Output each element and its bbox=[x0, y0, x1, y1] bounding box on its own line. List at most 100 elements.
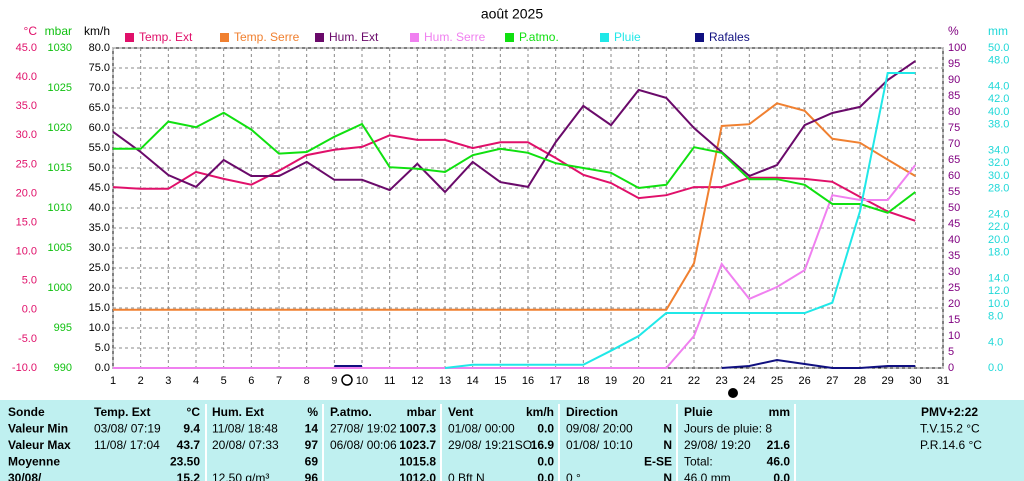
x-tick-label: 6 bbox=[248, 375, 254, 387]
axis-unit: °C bbox=[24, 24, 38, 38]
y-tick-label: 18.0 bbox=[988, 247, 1009, 259]
y-tick-label: 38.0 bbox=[988, 119, 1009, 131]
x-tick-label: 25 bbox=[771, 375, 783, 387]
legend-label: Hum. Serre bbox=[424, 30, 486, 44]
y-tick-label: 40.0 bbox=[16, 71, 37, 83]
y-tick-label: 65.0 bbox=[89, 102, 110, 114]
table-cell: 97 bbox=[305, 438, 319, 452]
table-cell: 20/08/ 07:33 bbox=[212, 438, 279, 452]
axis-unit: mbar bbox=[45, 24, 72, 38]
x-tick-label: 24 bbox=[743, 375, 755, 387]
y-tick-label: 4.0 bbox=[988, 336, 1003, 348]
y-tick-label: 20.0 bbox=[16, 187, 37, 199]
table-cell: 0.0 bbox=[773, 471, 790, 481]
x-tick-label: 30 bbox=[909, 375, 921, 387]
y-tick-label: 5.0 bbox=[22, 275, 37, 287]
y-tick-label: 55 bbox=[948, 186, 960, 198]
table-cell: 0.0 bbox=[537, 422, 554, 436]
table-cell: 30/08/ bbox=[8, 471, 42, 481]
table-cell: 11/08/ 18:48 bbox=[212, 422, 278, 436]
table-cell: 01/08/ 10:10 bbox=[566, 438, 633, 452]
series-line bbox=[112, 134, 916, 222]
y-tick-label: 30.0 bbox=[988, 170, 1009, 182]
y-tick-label: 55.0 bbox=[89, 142, 110, 154]
y-tick-label: 80 bbox=[948, 106, 960, 118]
table-cell: 96 bbox=[305, 471, 319, 481]
table-cell: Direction bbox=[566, 405, 618, 419]
chart-title: août 2025 bbox=[481, 6, 543, 22]
y-tick-label: 35 bbox=[948, 250, 960, 262]
moon-new bbox=[728, 388, 738, 398]
table-cell: P.atmo. bbox=[330, 405, 372, 419]
y-tick-label: 1030 bbox=[48, 42, 72, 54]
y-tick-label: 1010 bbox=[48, 202, 72, 214]
y-tick-label: 8.0 bbox=[988, 311, 1003, 323]
x-tick-label: 2 bbox=[138, 375, 144, 387]
legend-label: Temp. Ext bbox=[139, 30, 193, 44]
y-tick-label: 0.0 bbox=[95, 362, 110, 374]
legend-swatch bbox=[695, 33, 704, 42]
legend-label: Rafales bbox=[709, 30, 750, 44]
y-tick-label: 28.0 bbox=[988, 183, 1009, 195]
series-line bbox=[113, 164, 917, 369]
table-cell: 12.50 g/m³ bbox=[212, 471, 269, 481]
y-tick-label: 0.0 bbox=[22, 304, 37, 316]
legend-swatch bbox=[125, 33, 134, 42]
y-tick-label: 95 bbox=[948, 58, 960, 70]
table-cell: T.V.15.2 °C bbox=[920, 422, 980, 436]
y-tick-label: 44.0 bbox=[988, 80, 1009, 92]
stats-bg bbox=[0, 400, 1024, 481]
y-tick-label: 65 bbox=[948, 154, 960, 166]
legend-swatch bbox=[505, 33, 514, 42]
y-tick-label: 25.0 bbox=[89, 262, 110, 274]
y-tick-label: 35.0 bbox=[89, 222, 110, 234]
table-cell: km/h bbox=[526, 405, 554, 419]
y-tick-label: 80.0 bbox=[89, 42, 110, 54]
y-tick-label: 45.0 bbox=[89, 182, 110, 194]
x-tick-label: 22 bbox=[688, 375, 700, 387]
table-cell: % bbox=[307, 405, 318, 419]
table-cell: 69 bbox=[305, 455, 319, 469]
y-tick-label: 0.0 bbox=[988, 362, 1003, 374]
y-tick-label: 995 bbox=[54, 322, 72, 334]
y-tick-label: 15.0 bbox=[16, 216, 37, 228]
y-tick-label: -5.0 bbox=[18, 333, 37, 345]
y-tick-label: 30 bbox=[948, 266, 960, 278]
y-tick-label: -10.0 bbox=[12, 362, 37, 374]
table-cell: 43.7 bbox=[177, 438, 201, 452]
x-tick-label: 20 bbox=[633, 375, 645, 387]
table-cell: E-SE bbox=[644, 455, 672, 469]
table-cell: P.R.14.6 °C bbox=[920, 438, 982, 452]
axis-unit: mm bbox=[988, 24, 1008, 38]
y-tick-label: 24.0 bbox=[988, 208, 1009, 220]
y-tick-label: 40 bbox=[948, 234, 960, 246]
table-cell: 09/08/ 20:00 bbox=[566, 422, 633, 436]
x-tick-label: 17 bbox=[550, 375, 562, 387]
table-cell: 21.6 bbox=[767, 438, 791, 452]
table-cell: 11/08/ 17:04 bbox=[94, 438, 160, 452]
y-tick-label: 50.0 bbox=[988, 42, 1009, 54]
table-cell: 06/08/ 00:06 bbox=[330, 438, 397, 452]
series-line bbox=[444, 72, 916, 369]
y-tick-label: 1015 bbox=[48, 162, 72, 174]
y-tick-label: 14.0 bbox=[988, 272, 1009, 284]
moon-full bbox=[341, 374, 353, 386]
x-tick-label: 19 bbox=[605, 375, 617, 387]
y-tick-label: 60.0 bbox=[89, 122, 110, 134]
table-cell: 9.4 bbox=[183, 422, 200, 436]
x-tick-label: 14 bbox=[467, 375, 479, 387]
x-tick-label: 18 bbox=[577, 375, 589, 387]
table-cell: PMV+2:22 bbox=[921, 405, 978, 419]
x-tick-label: 5 bbox=[221, 375, 227, 387]
table-cell: 0 Bft N bbox=[448, 471, 485, 481]
table-cell: 14 bbox=[305, 422, 319, 436]
y-tick-label: 10.0 bbox=[988, 298, 1009, 310]
table-cell: 29/08/ 19:20 bbox=[684, 438, 751, 452]
table-cell: Temp. Ext bbox=[94, 405, 150, 419]
legend-label: Hum. Ext bbox=[329, 30, 379, 44]
y-tick-label: 10 bbox=[948, 330, 960, 342]
x-tick-label: 21 bbox=[660, 375, 672, 387]
table-cell: 1012.0 bbox=[399, 471, 436, 481]
y-tick-label: 100 bbox=[948, 42, 966, 54]
